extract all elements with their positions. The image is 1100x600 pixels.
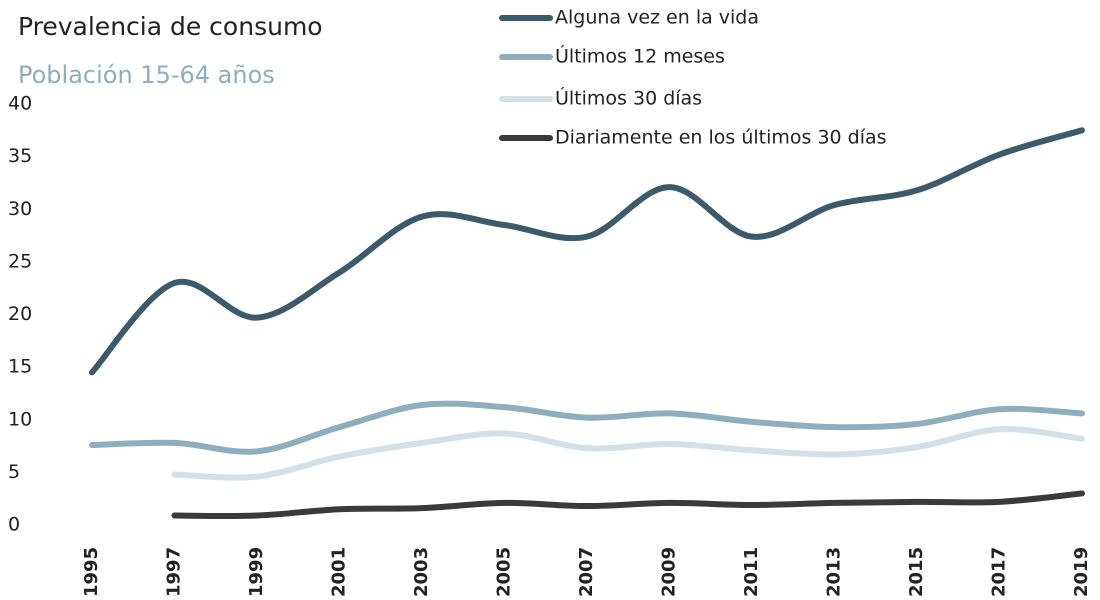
- x-tick-label: 2019: [1071, 547, 1092, 597]
- series-line: [171, 426, 1085, 481]
- y-tick-label: 30: [8, 198, 32, 220]
- legend-label: Últimos 30 días: [555, 86, 702, 110]
- x-tick-label: 2017: [989, 547, 1010, 597]
- x-tick-label: 2009: [659, 547, 680, 597]
- y-tick-label: 15: [8, 356, 32, 378]
- x-tick-label: 1995: [81, 547, 102, 597]
- x-tick-label: 2001: [329, 547, 350, 597]
- x-tick-label: 2005: [494, 547, 515, 597]
- x-tick-label: 2011: [741, 547, 762, 597]
- series-line: [89, 127, 1085, 376]
- series-line: [171, 490, 1085, 519]
- chart-subtitle: Población 15-64 años: [18, 61, 275, 89]
- y-tick-label: 20: [8, 303, 32, 325]
- x-tick-label: 2003: [411, 547, 432, 597]
- y-tick-label: 0: [8, 514, 20, 536]
- x-tick-label: 2013: [824, 547, 845, 597]
- legend-label: Alguna vez en la vida: [555, 7, 759, 29]
- x-tick-label: 2007: [576, 547, 597, 597]
- y-tick-label: 40: [8, 93, 32, 115]
- chart-title: Prevalencia de consumo: [18, 12, 323, 41]
- y-tick-label: 10: [8, 408, 32, 430]
- y-tick-label: 5: [8, 461, 20, 483]
- x-tick-label: 1997: [164, 547, 185, 597]
- y-tick-label: 35: [8, 145, 32, 167]
- x-tick-label: 1999: [246, 547, 267, 597]
- y-tick-label: 25: [8, 250, 32, 272]
- legend-label: Últimos 12 meses: [555, 44, 725, 68]
- legend-label: Diariamente en los últimos 30 días: [555, 127, 887, 149]
- series-line: [89, 400, 1085, 455]
- x-tick-label: 2015: [906, 547, 927, 597]
